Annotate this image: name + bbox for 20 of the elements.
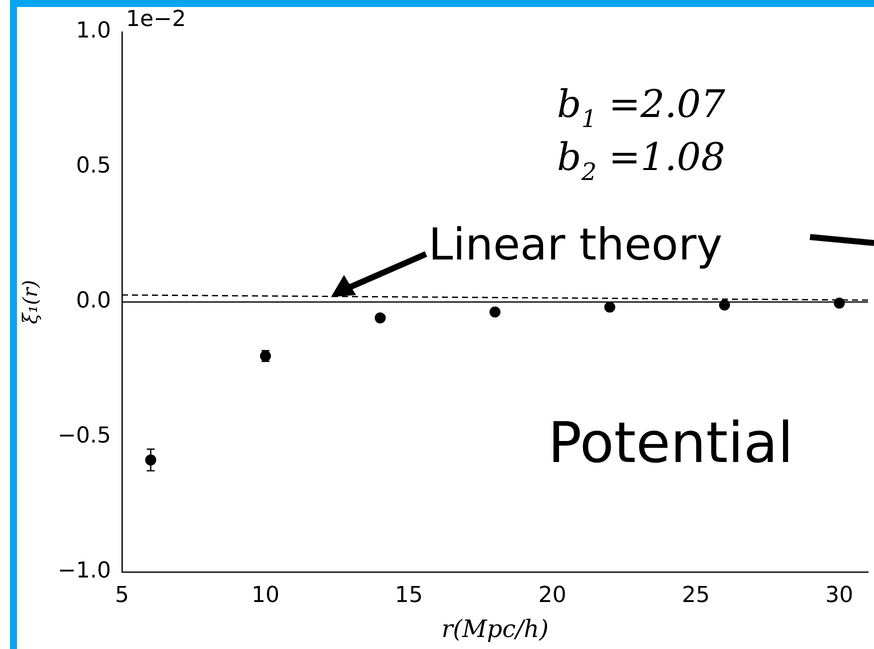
x-tick-label: 5: [115, 582, 129, 608]
x-tick-label: 30: [825, 582, 854, 608]
y-tick-label: −0.5: [58, 424, 111, 449]
y-tick-label: 0.0: [76, 288, 111, 314]
point: [719, 299, 730, 310]
point: [374, 312, 386, 324]
x-tick-label: 15: [394, 582, 423, 608]
point: [604, 302, 616, 313]
point: [490, 306, 500, 318]
x-tick-label: 25: [682, 582, 710, 608]
y-tick-label: 0.5: [76, 154, 111, 179]
annotation: Linear theory: [428, 220, 722, 271]
x-tick-label: 20: [538, 582, 566, 608]
y-tick-label: −1.0: [58, 558, 111, 584]
y-axis-title: ξ₁(r): [18, 280, 42, 324]
annotation: 1e−2: [126, 7, 186, 32]
annotation: Potential: [548, 411, 794, 476]
y-tick-label: 1.0: [76, 18, 111, 44]
x-tick-label: 10: [251, 582, 280, 608]
x-axis-title: r(Mpc/h): [441, 614, 549, 643]
